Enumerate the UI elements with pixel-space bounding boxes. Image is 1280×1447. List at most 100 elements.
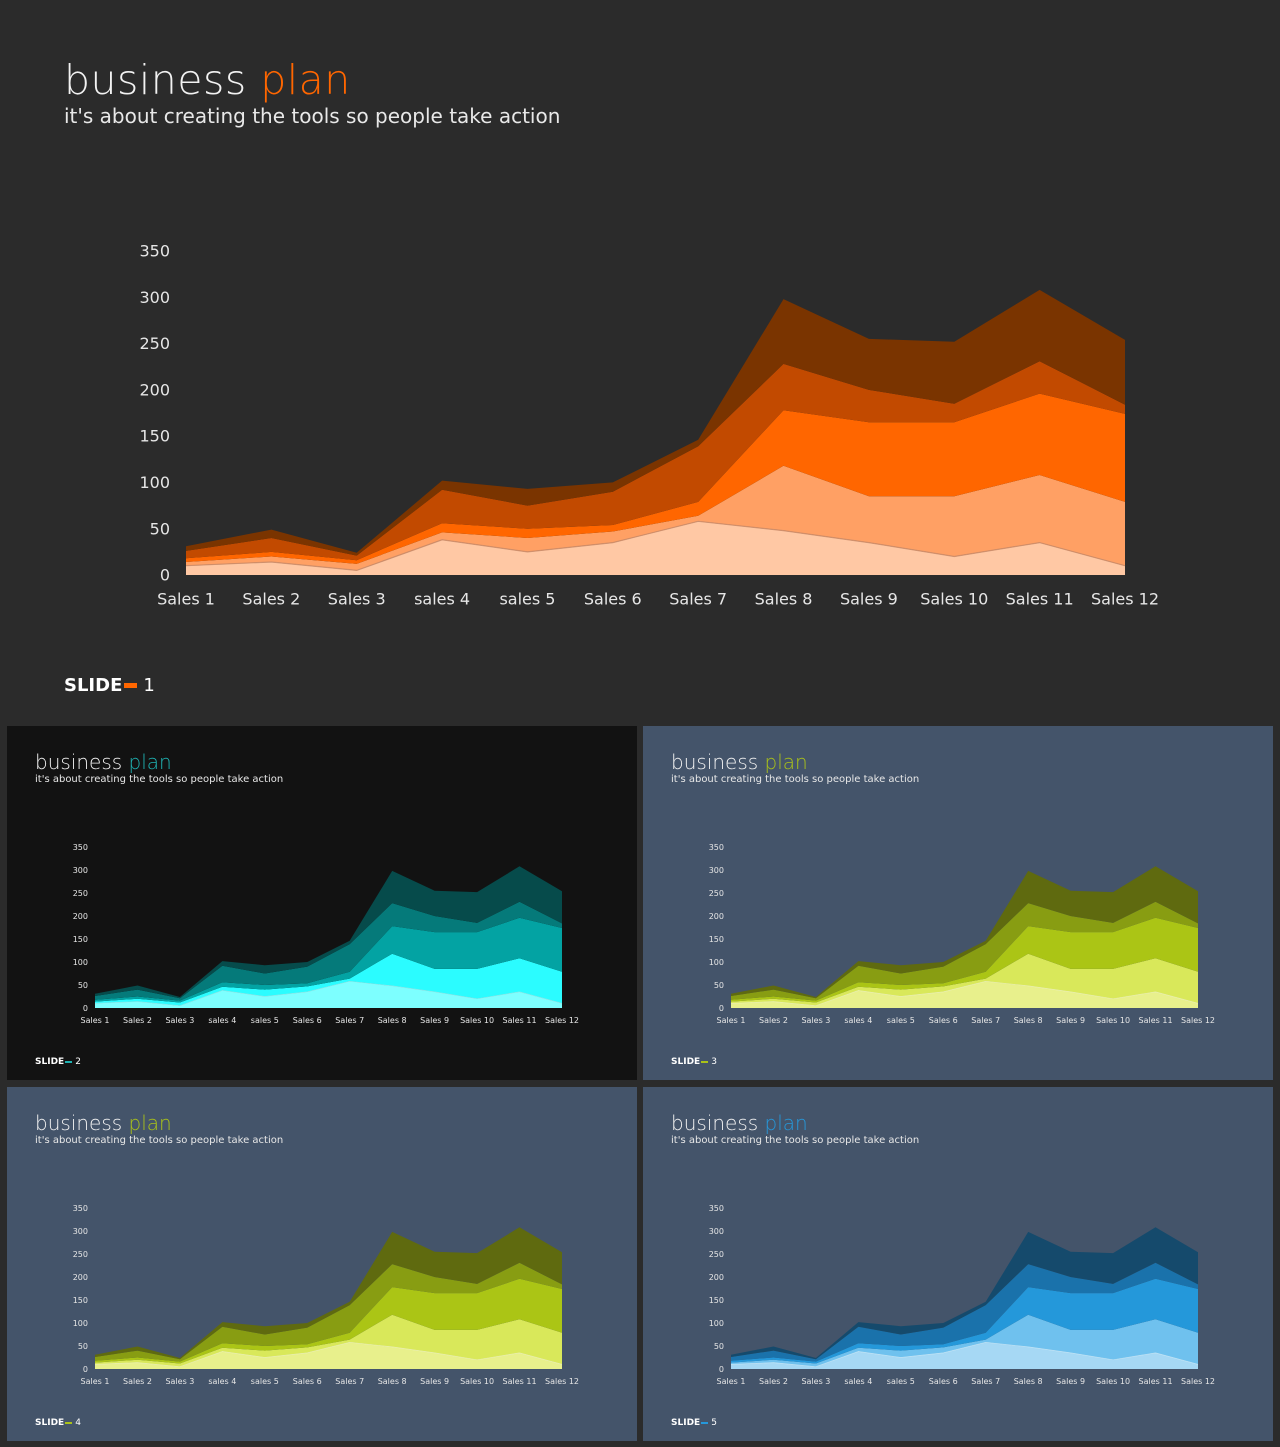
slide-title: business plan [35, 1111, 172, 1135]
y-tick-label: 150 [709, 1296, 724, 1305]
series-1-edge [730, 1341, 1199, 1368]
x-tick-label: Sales 6 [293, 1377, 322, 1386]
area-series-5 [95, 1227, 562, 1360]
y-tick-label: 0 [83, 1365, 88, 1374]
area-series-4 [731, 1262, 1198, 1362]
area-series-3 [95, 1278, 562, 1364]
area-series-1 [186, 521, 1125, 575]
slide-subtitle: it's about creating the tools so people … [671, 774, 920, 785]
x-tick-label: Sales 2 [242, 590, 300, 609]
slide-title-accent: plan [764, 750, 808, 774]
x-tick-label: Sales 9 [420, 1016, 449, 1025]
slide-3: business plan it's about creating the to… [643, 726, 1273, 1080]
y-tick-label: 150 [73, 935, 88, 944]
x-tick-label: sales 5 [251, 1377, 279, 1386]
slide-subtitle: it's about creating the tools so people … [35, 774, 284, 785]
slide-label: SLIDE [64, 675, 123, 696]
y-tick-label: 150 [73, 1296, 88, 1305]
area-series-5 [731, 1227, 1198, 1360]
x-tick-label: Sales 8 [1014, 1377, 1043, 1386]
area-series-2 [95, 953, 562, 1006]
x-tick-label: Sales 7 [335, 1016, 364, 1025]
y-tick-label: 100 [709, 1319, 724, 1328]
series-1-edge [730, 980, 1199, 1007]
x-tick-label: Sales 1 [717, 1016, 746, 1025]
x-tick-label: Sales 10 [460, 1016, 494, 1025]
y-tick-label: 0 [719, 1004, 724, 1013]
x-tick-label: sales 5 [251, 1016, 279, 1025]
area-series-5 [95, 866, 562, 999]
slide-dash [124, 683, 138, 688]
slide-2: business plan it's about creating the to… [7, 726, 637, 1080]
area-series-4 [95, 901, 562, 1001]
slide-subtitle: it's about creating the tools so people … [35, 1135, 284, 1146]
slide-number: 2 [75, 1057, 81, 1067]
y-tick-label: 300 [139, 288, 170, 307]
y-tick-label: 0 [83, 1004, 88, 1013]
area-series-3 [731, 917, 1198, 1003]
y-tick-label: 50 [78, 981, 88, 990]
area-chart: 0 50 100 150 200 250 300 350 Sales 1 Sales 2 Sales… [73, 843, 579, 1025]
area-series-5 [731, 866, 1198, 999]
y-tick-label: 250 [709, 889, 724, 898]
x-tick-label: Sales 1 [157, 590, 215, 609]
y-tick-label: 350 [73, 843, 88, 852]
slide-dash [65, 1061, 73, 1063]
area-series-3 [731, 1278, 1198, 1364]
area-series-2 [731, 1314, 1198, 1367]
x-tick-label: Sales 3 [801, 1016, 830, 1025]
slide-label: SLIDE [35, 1057, 65, 1067]
slide-title: business plan [671, 1111, 808, 1135]
area-series-4 [186, 361, 1125, 561]
x-tick-label: sales 4 [208, 1377, 236, 1386]
slide-subtitle: it's about creating the tools so people … [671, 1135, 920, 1146]
area-series-1 [95, 981, 562, 1008]
area-series-3 [186, 393, 1125, 564]
x-tick-label: Sales 1 [717, 1377, 746, 1386]
slide-title: business plan [35, 750, 172, 774]
slide-title: business plan [671, 750, 808, 774]
y-tick-label: 300 [73, 1227, 88, 1236]
x-tick-label: Sales 8 [378, 1377, 407, 1386]
y-tick-label: 350 [709, 843, 724, 852]
area-series-1 [731, 1342, 1198, 1369]
x-tick-label: Sales 11 [1139, 1016, 1173, 1025]
x-tick-label: Sales 6 [584, 590, 642, 609]
x-tick-label: Sales 3 [801, 1377, 830, 1386]
y-tick-label: 250 [709, 1250, 724, 1259]
slide-dash [701, 1422, 709, 1424]
y-tick-label: 100 [73, 1319, 88, 1328]
y-tick-label: 300 [709, 1227, 724, 1236]
y-tick-label: 250 [73, 889, 88, 898]
x-tick-label: sales 4 [414, 590, 470, 609]
x-tick-label: Sales 7 [335, 1377, 364, 1386]
area-series-1 [731, 981, 1198, 1008]
slide-number: 3 [711, 1057, 717, 1067]
x-tick-label: Sales 6 [929, 1016, 958, 1025]
area-series-2 [95, 1314, 562, 1367]
series-1-edge [94, 980, 563, 1007]
x-tick-label: sales 5 [887, 1377, 915, 1386]
x-tick-label: sales 4 [844, 1016, 872, 1025]
x-tick-label: Sales 12 [1181, 1377, 1215, 1386]
area-chart: 0 50 100 150 200 250 300 350 Sales 1 Sales 2 Sales… [139, 242, 1159, 609]
x-tick-label: Sales 11 [503, 1016, 537, 1025]
y-tick-label: 200 [709, 1273, 724, 1282]
y-tick-label: 350 [139, 242, 170, 261]
area-series-3 [95, 917, 562, 1003]
x-tick-label: Sales 11 [1006, 590, 1074, 609]
y-tick-label: 50 [714, 981, 724, 990]
x-tick-label: Sales 11 [1139, 1377, 1173, 1386]
slide-footer: SLIDE 5 [671, 1418, 717, 1428]
x-tick-label: Sales 12 [545, 1016, 579, 1025]
x-tick-label: Sales 6 [293, 1016, 322, 1025]
y-tick-label: 100 [73, 958, 88, 967]
x-tick-label: sales 4 [208, 1016, 236, 1025]
slide-title: business plan [64, 56, 351, 104]
x-tick-label: Sales 3 [328, 590, 386, 609]
x-tick-label: sales 4 [844, 1377, 872, 1386]
x-tick-label: Sales 12 [1091, 590, 1159, 609]
slide-title-accent: plan [128, 750, 172, 774]
x-tick-label: Sales 7 [971, 1377, 1000, 1386]
slide-footer: SLIDE 2 [35, 1057, 81, 1067]
